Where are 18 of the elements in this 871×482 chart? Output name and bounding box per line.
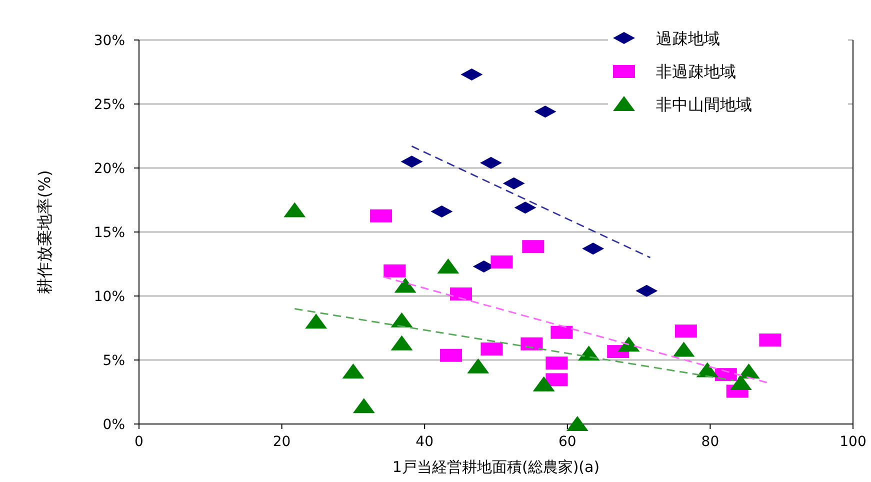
x-tick-label: 60 (558, 434, 576, 450)
x-tick-label: 100 (840, 434, 866, 450)
x-tick-label: 80 (701, 434, 720, 450)
y-tick-label: 25% (94, 97, 125, 113)
legend-label: 非過疎地域 (656, 62, 736, 81)
y-tick-label: 20% (94, 161, 125, 177)
y-tick-label: 30% (94, 33, 125, 49)
y-tick-label: 15% (94, 225, 125, 241)
x-tick-label: 40 (416, 434, 434, 450)
y-tick-label: 5% (102, 353, 125, 369)
legend-label: 非中山間地域 (656, 95, 752, 114)
y-tick-label: 0% (102, 417, 125, 433)
legend-label: 過疎地域 (656, 29, 720, 48)
x-tick-label: 0 (134, 434, 144, 450)
y-tick-label: 10% (94, 289, 125, 305)
y-axis-title: 耕作放棄地率(%) (35, 170, 54, 294)
x-tick-label: 20 (272, 434, 291, 450)
x-axis-title: 1戸当経営耕地面積(総農家)(a) (392, 458, 600, 476)
